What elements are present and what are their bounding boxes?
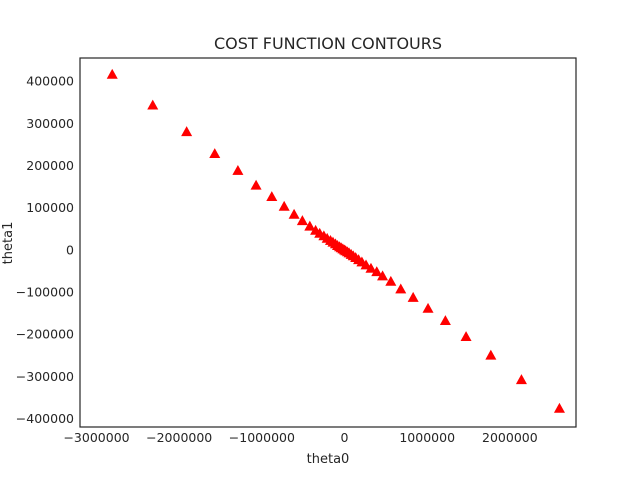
data-point-marker (407, 291, 419, 302)
data-point-marker (288, 208, 300, 219)
data-point-marker (147, 99, 159, 110)
data-point-marker (485, 349, 497, 360)
y-tick-label: 0 (66, 242, 74, 257)
data-point-marker (365, 262, 377, 273)
data-point-marker (553, 402, 565, 413)
y-tick-label: 300000 (26, 116, 74, 131)
y-tick-labels: −400000 −300000 −200000 −100000 0 100000 20000… (16, 74, 74, 426)
data-point-marker (250, 179, 262, 190)
x-tick-labels: −3000000 −2000000 −1000000 0 1000000 2000000 (63, 430, 537, 445)
data-point-marker (304, 220, 316, 231)
data-point-marker (385, 275, 397, 286)
data-point-marker (296, 215, 308, 226)
x-tick-label: −3000000 (63, 430, 129, 445)
y-tick-label: −200000 (16, 327, 74, 342)
data-point-marker (460, 331, 472, 342)
data-point-marker (439, 315, 451, 326)
y-tick-label: 400000 (26, 74, 74, 89)
data-point-marker (377, 270, 389, 281)
data-point-marker (266, 191, 278, 202)
y-tick-label: 200000 (26, 158, 74, 173)
data-point-marker (209, 148, 221, 159)
chart-title: COST FUNCTION CONTOURS (214, 34, 442, 53)
data-points (106, 68, 565, 413)
data-point-marker (232, 164, 244, 175)
y-tick-label: 100000 (26, 200, 74, 215)
x-tick-label: −1000000 (229, 430, 295, 445)
x-tick-label: −2000000 (146, 430, 212, 445)
y-tick-label: −100000 (16, 285, 74, 300)
data-point-marker (106, 68, 118, 79)
x-axis-label: theta0 (307, 452, 350, 467)
data-point-marker (278, 200, 290, 211)
y-tick-label: −300000 (16, 369, 74, 384)
data-point-marker (395, 283, 407, 294)
x-tick-label: 0 (341, 430, 349, 445)
data-point-marker (181, 126, 193, 137)
x-tick-label: 1000000 (399, 430, 455, 445)
data-point-marker (515, 374, 527, 385)
y-tick-label: −400000 (16, 411, 74, 426)
data-point-marker (360, 259, 372, 270)
x-tick-label: 2000000 (482, 430, 538, 445)
y-axis-label: theta1 (1, 222, 16, 265)
data-point-marker (371, 266, 383, 277)
data-point-marker (422, 302, 434, 313)
